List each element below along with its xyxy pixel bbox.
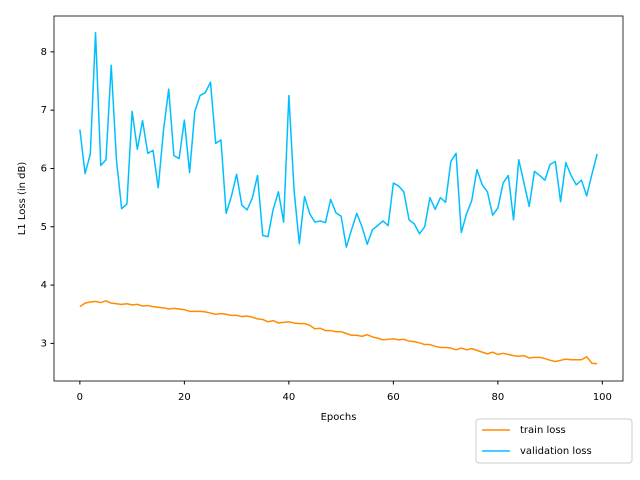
x-tick-label: 20: [178, 392, 191, 403]
x-tick-label: 100: [593, 392, 612, 403]
y-tick-label: 8: [41, 47, 47, 58]
y-axis-label: L1 Loss (in dB): [17, 162, 28, 236]
legend-label: validation loss: [520, 446, 592, 457]
legend-box: [475, 418, 633, 464]
legend-label: train loss: [520, 425, 566, 436]
y-tick-label: 7: [41, 105, 47, 116]
x-tick-label: 40: [282, 392, 295, 403]
y-tick-label: 4: [41, 280, 47, 291]
x-tick-label: 0: [77, 392, 83, 403]
y-tick-label: 3: [41, 338, 47, 349]
x-tick-label: 80: [491, 392, 504, 403]
x-axis-label: Epochs: [321, 412, 357, 423]
series-line: [79, 31, 598, 248]
series-line: [79, 300, 598, 365]
x-tick-label: 60: [387, 392, 400, 403]
y-tick-label: 5: [41, 222, 47, 233]
axes-frame: [53, 15, 624, 382]
y-tick-label: 6: [41, 163, 47, 174]
